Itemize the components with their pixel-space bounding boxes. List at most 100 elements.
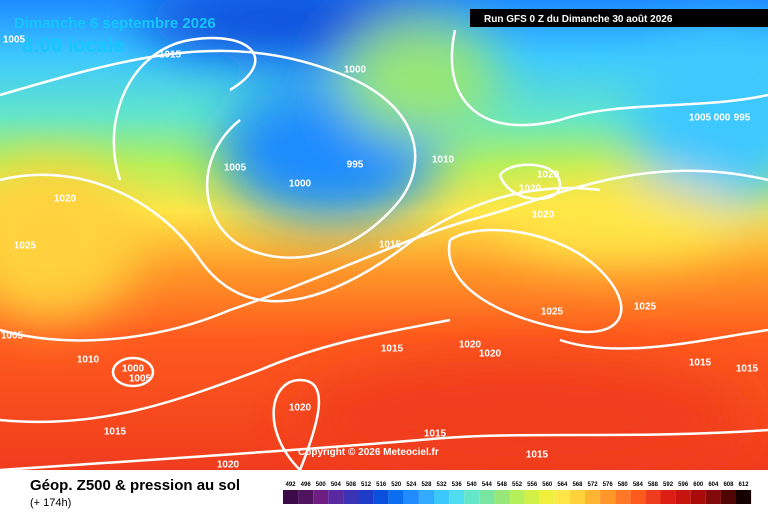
scale-label: 572 <box>588 482 599 488</box>
map-field <box>0 0 768 470</box>
scale-label: 552 <box>512 482 523 488</box>
isobar-label: 1025 <box>541 307 564 318</box>
scale-label: 576 <box>603 482 614 488</box>
scale-swatch <box>600 490 616 504</box>
scale-swatch <box>464 490 480 504</box>
scale-label: 524 <box>406 482 417 488</box>
scale-label: 548 <box>497 482 508 488</box>
scale-swatch <box>403 490 419 504</box>
scale-label: 536 <box>452 482 463 488</box>
scale-label: 588 <box>648 482 659 488</box>
scale-swatch <box>524 490 540 504</box>
scale-swatch <box>615 490 631 504</box>
isobar-label: 1020 <box>519 184 542 195</box>
scale-label: 544 <box>482 482 493 488</box>
scale-swatch <box>675 490 691 504</box>
scale-swatch <box>690 490 706 504</box>
valid-time: 8:00 locale <box>22 35 124 57</box>
scale-label: 560 <box>542 482 553 488</box>
scale-swatch <box>630 490 646 504</box>
isobar-label: 1000 <box>344 65 367 76</box>
copyright: Copyright © 2026 Meteociel.fr <box>298 447 439 458</box>
isobar-label: 1005 <box>689 113 712 124</box>
isobar-label: 1020 <box>532 210 555 221</box>
valid-date: Dimanche 6 septembre 2026 <box>14 15 216 32</box>
scale-swatch <box>720 490 736 504</box>
scale-swatch <box>434 490 450 504</box>
isobar-label: 1015 <box>104 427 127 438</box>
scale-swatch <box>313 490 329 504</box>
isobar-label: 1000 <box>289 179 312 190</box>
isobar-label: 1020 <box>217 460 240 471</box>
scale-swatch <box>358 490 374 504</box>
scale-swatch <box>283 490 299 504</box>
isobar-label: 995 <box>734 113 751 124</box>
scale-swatch <box>645 490 661 504</box>
scale-swatch <box>449 490 465 504</box>
scale-label: 608 <box>723 482 734 488</box>
scale-label: 584 <box>633 482 644 488</box>
footer-title: Géop. Z500 & pression au sol <box>30 477 240 494</box>
scale-label: 600 <box>693 482 704 488</box>
scale-swatch <box>585 490 601 504</box>
footer-lead: (+ 174h) <box>30 497 71 509</box>
isobar-label: 1020 <box>54 194 77 205</box>
isobar-label: 1020 <box>459 340 482 351</box>
isobar-label: 995 <box>347 160 364 171</box>
isobar-label: 1015 <box>424 429 447 440</box>
isobar-label: 1015 <box>381 344 404 355</box>
scale-swatch <box>509 490 525 504</box>
scale-label: 568 <box>572 482 583 488</box>
isobar-label: 1025 <box>634 302 657 313</box>
isobar-label: 1020 <box>537 170 560 181</box>
isobar-label: 1015 <box>379 240 402 251</box>
scale-swatch <box>418 490 434 504</box>
scale-label: 516 <box>376 482 387 488</box>
isobar-label: 1005 <box>3 35 26 46</box>
scale-label: 504 <box>331 482 342 488</box>
isobar-label: 1015 <box>159 50 182 61</box>
scale-label: 512 <box>361 482 372 488</box>
run-box <box>470 9 768 27</box>
isobar-label: 1015 <box>526 450 549 461</box>
scale-swatch <box>298 490 314 504</box>
isobar-label: 1015 <box>736 364 759 375</box>
scale-label: 592 <box>663 482 674 488</box>
isobar-label: 1005 <box>129 374 152 385</box>
isobar-label: 1020 <box>289 403 312 414</box>
isobar-label: 1020 <box>479 349 502 360</box>
scale-swatch <box>479 490 495 504</box>
scale-swatch <box>373 490 389 504</box>
run-info: Run GFS 0 Z du Dimanche 30 août 2026 <box>484 14 673 25</box>
scale-swatch <box>328 490 344 504</box>
scale-swatch <box>569 490 585 504</box>
scale-label: 580 <box>618 482 629 488</box>
scale-label: 596 <box>678 482 689 488</box>
isobar-label: 1005 <box>224 163 247 174</box>
isobar-label: 1010 <box>77 355 100 366</box>
scale-label: 532 <box>437 482 448 488</box>
isobar-label: 1000 <box>122 364 145 375</box>
scale-label: 612 <box>739 482 750 488</box>
scale-swatch <box>494 490 510 504</box>
scale-label: 492 <box>286 482 297 488</box>
scale-label: 496 <box>301 482 312 488</box>
scale-swatch <box>736 490 752 504</box>
scale-swatch <box>660 490 676 504</box>
scale-swatch <box>388 490 404 504</box>
isobar-label: 1010 <box>432 155 455 166</box>
color-scale: 492 496 500 504 508 512 516 520 524 528 532 536 540 5… <box>283 482 752 504</box>
scale-label: 528 <box>421 482 432 488</box>
scale-label: 556 <box>527 482 538 488</box>
scale-label: 508 <box>346 482 357 488</box>
isobar-label: 000 <box>714 113 731 124</box>
isobar-label: 1025 <box>14 241 37 252</box>
scale-label: 500 <box>316 482 327 488</box>
isobar-label: 1005 <box>1 331 24 342</box>
scale-swatch <box>343 490 359 504</box>
scale-label: 540 <box>467 482 478 488</box>
scale-label: 520 <box>391 482 402 488</box>
scale-swatch <box>554 490 570 504</box>
